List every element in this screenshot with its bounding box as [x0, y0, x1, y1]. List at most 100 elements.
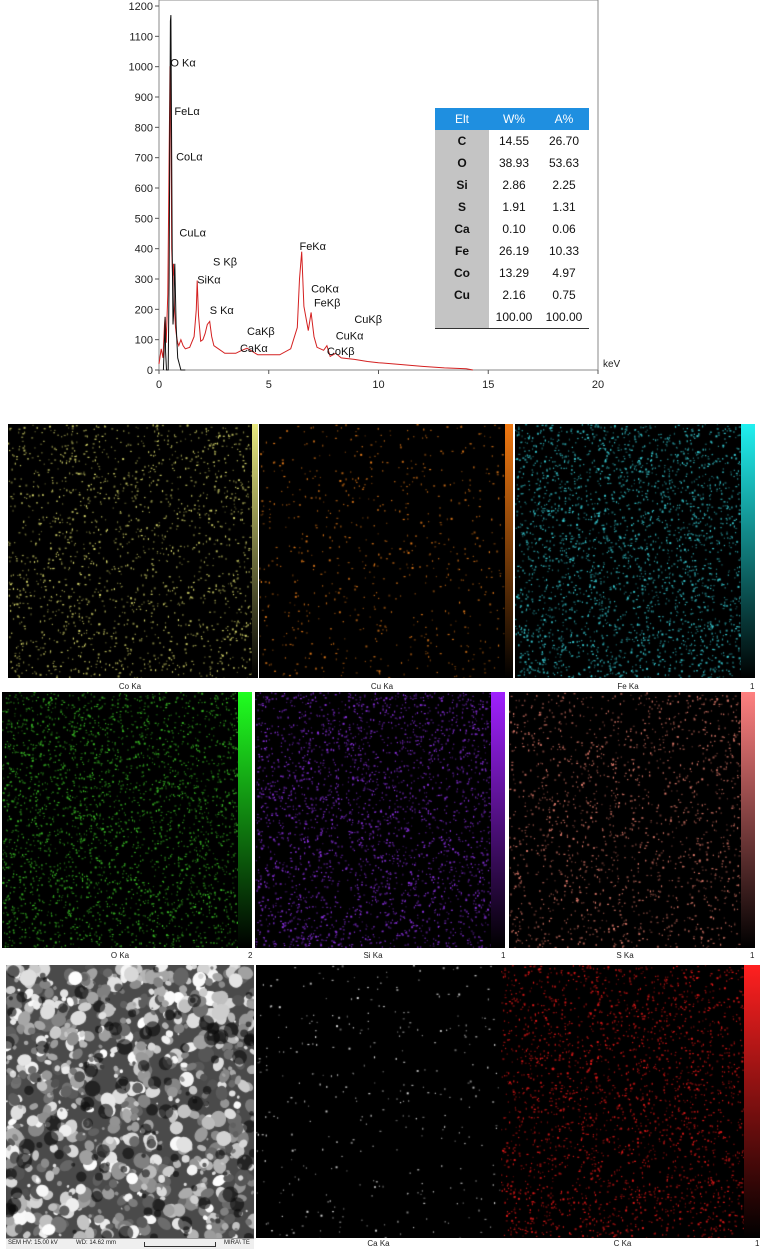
header-atomic-percent: A% [539, 108, 589, 130]
element-cell: Co [435, 262, 489, 284]
co-map [8, 424, 252, 678]
y-tick-label: 1200 [129, 1, 153, 13]
y-tick-label: 700 [135, 153, 153, 165]
s-scale-max: 1 [750, 951, 755, 960]
element-cell: Si [435, 174, 489, 196]
fe-map [515, 424, 741, 678]
peak-label: CuKα [336, 331, 364, 343]
cu-color-scale [505, 424, 513, 678]
weight-cell: 1.91 [502, 200, 526, 214]
s-map-label: S Ka [616, 951, 634, 960]
weight-cell: 0.10 [502, 222, 526, 236]
table-row: O 38.93 53.63 [435, 152, 589, 174]
peak-label: CoKα [311, 284, 339, 296]
atomic-cell: 0.75 [552, 288, 576, 302]
peak-label: FeLα [174, 106, 200, 118]
element-cell: Cu [435, 284, 489, 306]
peak-labels: O Kα FeLα CoLα CuLα S Kβ SiKα S Kα CaKβ CaKα FeKα… [170, 58, 382, 358]
atomic-total-cell: 100.00 [539, 306, 589, 329]
weight-cell: 14.55 [498, 134, 530, 148]
sem-wd-label: WD: 14.62 mm [76, 1240, 117, 1246]
ca-map [256, 965, 501, 1238]
fe-scale-max: 1 [750, 682, 755, 691]
co-color-scale [252, 424, 258, 678]
c-scale-max: 1 [755, 1239, 760, 1248]
sem-instrument-label: MIRA\ TE [224, 1240, 250, 1246]
header-element: Elt [435, 108, 489, 130]
atomic-cell: 1.31 [552, 200, 576, 214]
weight-cell: 2.86 [502, 178, 526, 192]
c-map [501, 965, 744, 1238]
y-tick-label: 500 [135, 213, 153, 225]
weight-cell: 13.29 [498, 266, 530, 280]
sem-info-bar: SEM HV: 15.00 kV WD: 14.62 mm MIRA\ TE [6, 1238, 254, 1249]
c-color-scale [744, 965, 760, 1238]
spectrum-lines [158, 15, 473, 371]
x-tick-label: 20 [592, 379, 604, 391]
y-tick-label: 300 [135, 274, 153, 286]
peak-label: S Kβ [213, 256, 237, 268]
table-row: S 1.91 1.31 [435, 196, 589, 218]
spectrum-series-line-1 [162, 15, 186, 371]
s-color-scale [741, 692, 755, 948]
peak-label: CuKβ [354, 314, 382, 326]
peak-label: FeKα [299, 241, 326, 253]
element-cell: O [435, 152, 489, 174]
y-tick-label: 800 [135, 122, 153, 134]
sem-scale-ruler [144, 1242, 216, 1247]
x-tick-label: 15 [482, 379, 494, 391]
peak-label: CaKα [240, 343, 268, 355]
x-axis-unit-label: keV [603, 359, 621, 370]
table-total-row: 100.00 100.00 [435, 306, 589, 329]
eds-spectrum-chart: 0100200300400500600700800900100011001200… [129, 0, 621, 391]
element-cell: S [435, 196, 489, 218]
peak-label: CoKβ [327, 346, 355, 358]
o-map [2, 692, 238, 948]
si-color-scale [491, 692, 505, 948]
table-row: Co 13.29 4.97 [435, 262, 589, 284]
peak-label: CoLα [176, 152, 203, 164]
table-row: Cu 2.16 0.75 [435, 284, 589, 306]
x-tick-label: 10 [372, 379, 384, 391]
table-header-row: Elt W% A% [435, 108, 589, 130]
axis-ticks: 0100200300400500600700800900100011001200… [129, 1, 605, 391]
x-tick-label: 0 [156, 379, 162, 391]
element-cell [435, 306, 489, 329]
y-tick-label: 1100 [129, 31, 153, 43]
y-tick-label: 200 [135, 304, 153, 316]
element-cell: Ca [435, 218, 489, 240]
cu-map [259, 424, 505, 678]
atomic-cell: 0.06 [552, 222, 576, 236]
atomic-cell: 26.70 [548, 134, 580, 148]
weight-cell: 2.16 [502, 288, 526, 302]
header-weight-percent: W% [489, 108, 539, 130]
atomic-cell: 4.97 [552, 266, 576, 280]
y-tick-label: 900 [135, 92, 153, 104]
y-tick-label: 0 [147, 365, 153, 377]
ca-map-label: Ca Ka [367, 1239, 390, 1248]
weight-cell: 38.93 [498, 156, 530, 170]
si-map-label: Si Ka [363, 951, 383, 960]
atomic-cell: 53.63 [548, 156, 580, 170]
sem-hv-label: SEM HV: 15.00 kV [8, 1240, 58, 1246]
table-row: Fe 26.19 10.33 [435, 240, 589, 262]
peak-label: S Kα [210, 305, 235, 317]
element-cell: Fe [435, 240, 489, 262]
cu-map-label: Cu Ka [370, 682, 394, 691]
atomic-cell: 10.33 [548, 244, 580, 258]
x-tick-label: 5 [266, 379, 272, 391]
c-map-label: C Ka [613, 1239, 632, 1248]
peak-label: CaKβ [247, 326, 275, 338]
si-map [255, 692, 491, 948]
atomic-cell: 2.25 [552, 178, 576, 192]
o-color-scale [238, 692, 252, 948]
s-map [509, 692, 741, 948]
si-scale-max: 1 [501, 951, 506, 960]
composition-table: Elt W% A% C 14.55 26.70 O 38.93 53.63 Si 2.86… [435, 108, 589, 329]
element-cell: C [435, 130, 489, 152]
sem-image [6, 965, 254, 1238]
peak-label: CuLα [179, 228, 206, 240]
y-tick-label: 1000 [129, 62, 153, 74]
table-row: Ca 0.10 0.06 [435, 218, 589, 240]
peak-label: FeKβ [314, 297, 341, 309]
